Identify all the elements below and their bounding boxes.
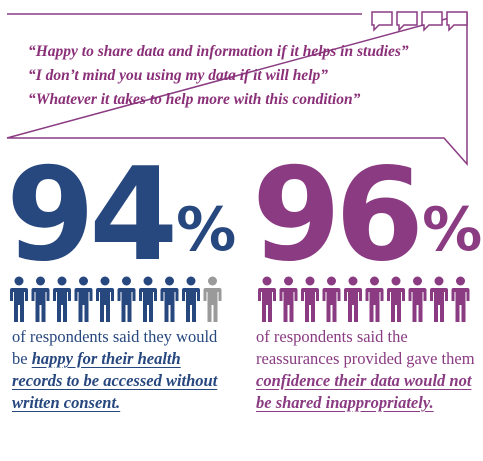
person-icon <box>139 276 157 322</box>
quote-list: “Happy to share data and information if … <box>28 40 448 112</box>
stat-figure: 96 % <box>252 141 483 290</box>
person-icon <box>53 276 71 322</box>
person-icon <box>387 276 405 322</box>
person-icon <box>344 276 362 322</box>
person-icon <box>301 276 319 322</box>
person-icon <box>430 276 448 322</box>
person-icon <box>408 276 427 322</box>
quote-1: “Happy to share data and information if … <box>28 43 409 60</box>
stat-94: 94 % <box>6 141 238 290</box>
person-icon <box>74 276 93 322</box>
quote-3: “Whatever it takes to help more with thi… <box>28 91 361 108</box>
person-icon <box>451 276 470 322</box>
caption-text: of respondents said the reassurances pro… <box>256 327 475 368</box>
stat-percent-sign: % <box>422 195 483 265</box>
person-icon <box>160 276 179 322</box>
quote-2: “I don’t mind you using my data if it wi… <box>28 67 328 84</box>
people-row-94 <box>10 276 222 322</box>
person-icon <box>279 276 298 322</box>
person-icon <box>365 276 384 322</box>
person-icon <box>31 276 50 322</box>
caption-text: of respondents said they would be <box>12 327 218 368</box>
person-icon <box>96 276 114 322</box>
caption-emphasis: confidence their data would not be share… <box>256 371 472 412</box>
person-icon <box>258 276 276 322</box>
speech-bubble-icon <box>371 11 468 32</box>
person-icon <box>322 276 341 322</box>
person-icon <box>10 276 28 322</box>
caption-emphasis: happy for their health records to be acc… <box>12 349 218 412</box>
stat-number: 94 <box>6 141 178 290</box>
person-icon <box>117 276 136 322</box>
stat-96-caption: of respondents said the reassurances pro… <box>256 326 476 414</box>
people-row-96 <box>258 276 470 322</box>
quote-box: “Happy to share data and information if … <box>6 10 468 166</box>
stat-96: 96 % <box>252 141 483 290</box>
stat-figure: 94 % <box>6 141 238 290</box>
person-icon <box>203 276 222 322</box>
stat-percent-sign: % <box>176 195 237 265</box>
person-icon <box>182 276 200 322</box>
stat-number: 96 <box>252 141 424 290</box>
stat-94-caption: of respondents said they would be happy … <box>12 326 232 414</box>
